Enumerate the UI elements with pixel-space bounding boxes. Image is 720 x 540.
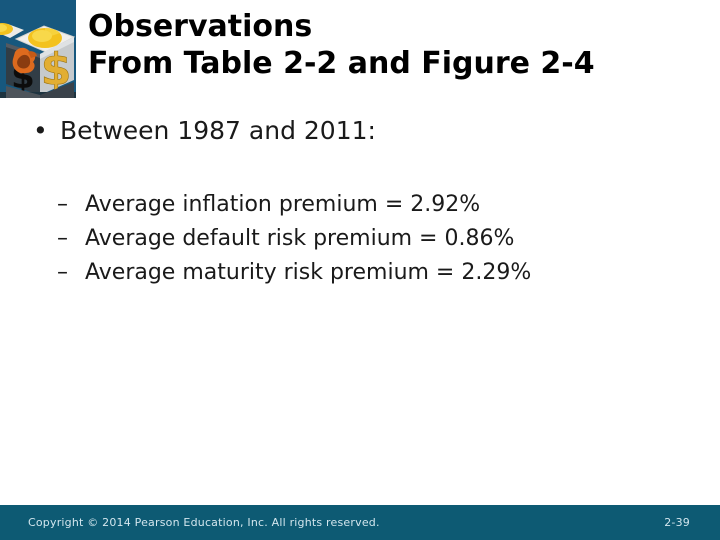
sub-bullet-text: Average default risk premium = 0.86% bbox=[85, 226, 515, 251]
money-dice-logo-image: $ $ bbox=[0, 0, 76, 98]
sub-bullet-text: Average inflation premium = 2.92% bbox=[85, 192, 481, 217]
dash-marker: – bbox=[57, 192, 68, 217]
main-bullet-text: Between 1987 and 2011: bbox=[60, 116, 376, 145]
gold-dollar-glyph: $ bbox=[41, 44, 72, 95]
main-bullet: • Between 1987 and 2011: bbox=[33, 115, 376, 147]
copyright-text: Copyright © 2014 Pearson Education, Inc.… bbox=[28, 516, 380, 529]
slide-title-line2: From Table 2-2 and Figure 2-4 bbox=[88, 46, 595, 81]
slide-title-line1: Observations bbox=[88, 9, 313, 44]
bullet-marker: • bbox=[33, 116, 48, 145]
dash-marker: – bbox=[57, 260, 68, 285]
slide-title: Observations From Table 2-2 and Figure 2… bbox=[88, 8, 595, 82]
sub-bullet-item: – Average inflation premium = 2.92% bbox=[57, 188, 531, 222]
page-number: 2-39 bbox=[664, 516, 690, 529]
sub-bullet-text: Average maturity risk premium = 2.29% bbox=[85, 260, 532, 285]
dash-marker: – bbox=[57, 226, 68, 251]
sub-bullet-item: – Average default risk premium = 0.86% bbox=[57, 222, 531, 256]
sub-bullet-item: – Average maturity risk premium = 2.29% bbox=[57, 256, 531, 290]
sub-bullet-list: – Average inflation premium = 2.92% – Av… bbox=[57, 188, 531, 290]
footer-bar: Copyright © 2014 Pearson Education, Inc.… bbox=[0, 505, 720, 540]
money-dice-logo: $ $ bbox=[0, 0, 76, 98]
